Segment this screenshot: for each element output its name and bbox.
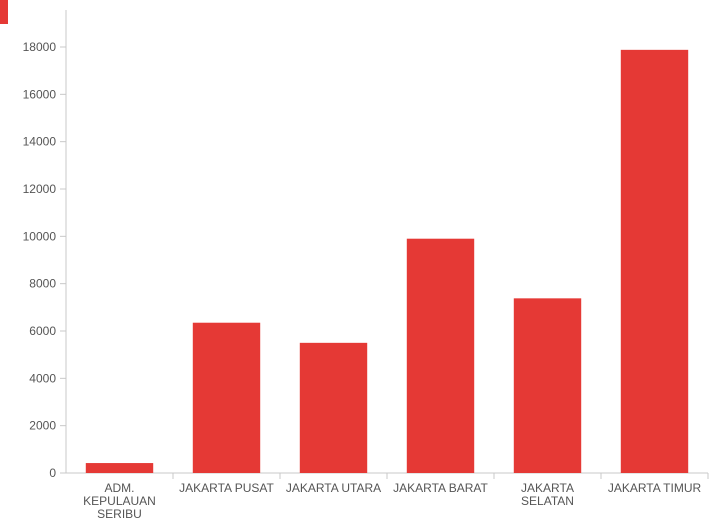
y-tick-label: 10000 xyxy=(23,229,57,243)
corner-accent-mark xyxy=(0,0,8,24)
x-tick-label-line: JAKARTA UTARA xyxy=(286,481,381,495)
x-tick-label: JAKARTA SELATAN xyxy=(521,481,574,508)
x-tick-label-line: JAKARTA xyxy=(521,481,574,495)
x-tick-label-line: SERIBU xyxy=(97,507,142,521)
y-tick-label: 4000 xyxy=(29,371,56,385)
y-tick-label: 14000 xyxy=(23,135,57,149)
bar-series xyxy=(85,49,689,474)
x-tick-label: JAKARTA TIMUR xyxy=(608,481,702,495)
y-tick-label: 8000 xyxy=(29,277,56,291)
y-axis: 0 2000 4000 6000 8000 10000 12000 14000 16000 180… xyxy=(23,10,67,480)
y-tick-label: 12000 xyxy=(23,182,57,196)
x-tick-label: JAKARTA UTARA xyxy=(286,481,381,495)
y-tick-label: 0 xyxy=(49,466,56,480)
y-tick-label: 2000 xyxy=(29,419,56,433)
bar xyxy=(299,342,368,473)
bar xyxy=(406,238,475,473)
x-tick-label-line: JAKARTA TIMUR xyxy=(608,481,702,495)
y-tick-label: 18000 xyxy=(23,40,57,54)
x-tick-label: JAKARTA BARAT xyxy=(393,481,488,495)
bar xyxy=(620,49,689,474)
x-axis: ADM. KEPULAUAN SERIBU JAKARTA PUSAT JAKARTA … xyxy=(66,472,709,521)
x-tick-label-line: JAKARTA PUSAT xyxy=(179,481,274,495)
x-tick-label: ADM. KEPULAUAN SERIBU xyxy=(83,481,156,521)
x-tick-label-line: JAKARTA BARAT xyxy=(393,481,488,495)
y-tick-label: 16000 xyxy=(23,87,57,101)
y-tick-label: 6000 xyxy=(29,324,56,338)
x-tick-label-line: KEPULAUAN xyxy=(83,494,156,508)
x-tick-label-line: ADM. xyxy=(105,481,135,495)
bar xyxy=(192,322,261,473)
x-tick-label: JAKARTA PUSAT xyxy=(179,481,274,495)
x-tick-label-line: SELATAN xyxy=(521,494,574,508)
bar xyxy=(513,298,582,473)
bar xyxy=(85,463,154,473)
